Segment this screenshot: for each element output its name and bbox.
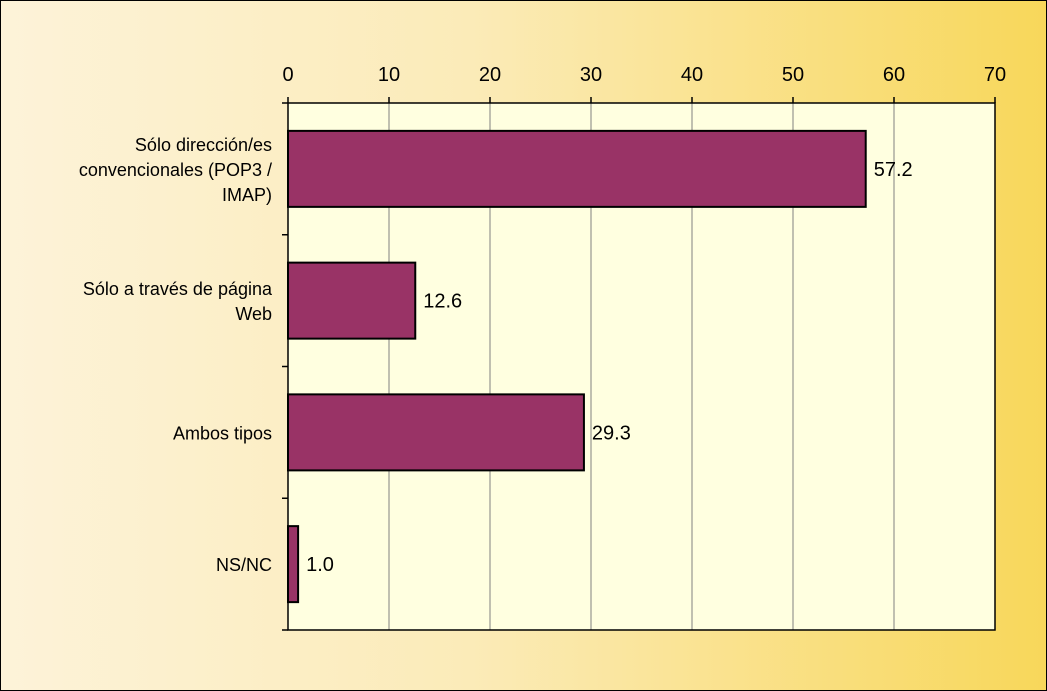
category-label: Sólo dirección/es convencionales (POP3 /I…	[79, 135, 272, 205]
category-label: Ambos tipos	[173, 423, 272, 443]
x-tick-label: 30	[580, 64, 602, 86]
bar	[287, 393, 585, 472]
x-tick-label: 20	[479, 64, 501, 86]
x-tick-label: 50	[782, 64, 804, 86]
data-label: 1.0	[306, 554, 334, 576]
category-label: Sólo a través de página Web	[83, 279, 273, 324]
data-label: 57.2	[874, 159, 913, 181]
data-label: 12.6	[423, 291, 462, 313]
bar	[287, 261, 417, 340]
labels: 0 10 20 30 40 50 60 70 57.2 Sólo dirección/es conv…	[79, 64, 1006, 576]
x-tick-label: 60	[883, 64, 905, 86]
category-label: NS/NC	[216, 555, 272, 575]
x-tick-label: 0	[282, 64, 293, 86]
x-tick-label: 40	[681, 64, 703, 86]
data-label: 29.3	[592, 422, 631, 444]
axes	[282, 97, 996, 631]
bar	[287, 129, 867, 208]
bars	[287, 129, 867, 604]
x-tick-label: 70	[984, 64, 1006, 86]
x-tick-label: 10	[378, 64, 400, 86]
bar	[287, 525, 300, 604]
